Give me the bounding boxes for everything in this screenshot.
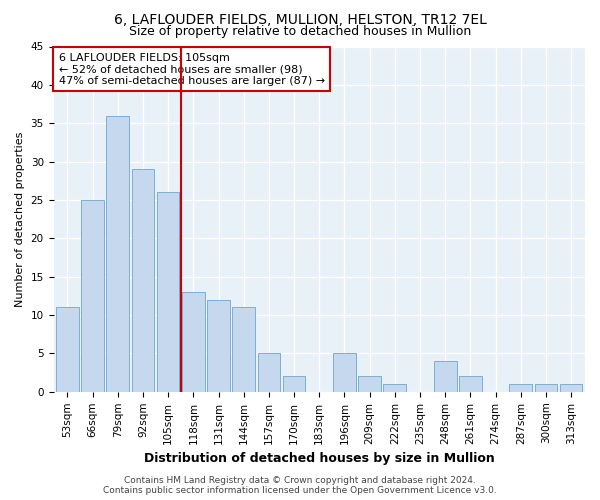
Bar	[257, 354, 280, 392]
Text: 6, LAFLOUDER FIELDS, MULLION, HELSTON, TR12 7EL: 6, LAFLOUDER FIELDS, MULLION, HELSTON, T…	[113, 12, 487, 26]
Bar	[182, 292, 205, 392]
Bar	[358, 376, 381, 392]
Bar	[560, 384, 583, 392]
Bar	[131, 170, 154, 392]
Bar	[207, 300, 230, 392]
Bar	[283, 376, 305, 392]
Bar	[157, 192, 179, 392]
Text: 6 LAFLOUDER FIELDS: 105sqm
← 52% of detached houses are smaller (98)
47% of semi: 6 LAFLOUDER FIELDS: 105sqm ← 52% of deta…	[59, 52, 325, 86]
Bar	[81, 200, 104, 392]
Bar	[232, 308, 255, 392]
Y-axis label: Number of detached properties: Number of detached properties	[15, 132, 25, 307]
Bar	[434, 361, 457, 392]
Bar	[459, 376, 482, 392]
Bar	[106, 116, 129, 392]
Bar	[56, 308, 79, 392]
X-axis label: Distribution of detached houses by size in Mullion: Distribution of detached houses by size …	[144, 452, 494, 465]
Bar	[383, 384, 406, 392]
Text: Contains HM Land Registry data © Crown copyright and database right 2024.
Contai: Contains HM Land Registry data © Crown c…	[103, 476, 497, 495]
Text: Size of property relative to detached houses in Mullion: Size of property relative to detached ho…	[129, 25, 471, 38]
Bar	[535, 384, 557, 392]
Bar	[333, 354, 356, 392]
Bar	[509, 384, 532, 392]
